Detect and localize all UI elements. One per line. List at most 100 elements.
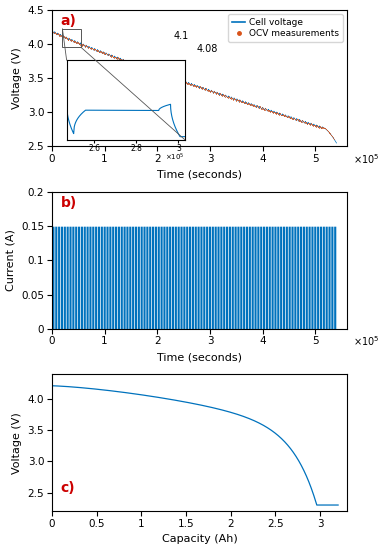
Point [287,114,293,123]
Point [196,84,202,92]
Point [75,39,82,47]
Point [305,118,311,127]
Point [208,86,214,95]
Point [325,128,331,136]
Point [247,100,253,109]
Point [165,73,171,81]
Point [190,81,196,90]
Point [180,76,186,85]
Point [303,118,310,127]
Point [243,97,249,106]
Point [82,42,88,51]
Point [79,40,85,49]
Point [267,107,273,116]
Point [268,106,275,115]
Point [80,40,86,49]
Point [174,74,180,83]
Point [154,68,160,76]
Point [316,123,322,132]
Point [135,60,141,69]
Point [157,69,163,78]
Point [281,112,288,121]
Point [230,95,236,104]
Point [83,41,89,50]
Point [214,88,221,97]
Point [151,67,157,75]
Point [102,50,108,59]
Point [182,78,189,86]
Point [258,103,264,112]
Point [289,113,295,122]
Point [138,62,144,71]
Point [124,57,130,65]
Point [124,57,130,66]
Point [206,86,213,95]
Point [165,72,171,81]
Point [245,100,251,108]
Point [221,91,227,100]
Point [221,91,227,100]
Point [75,37,81,46]
Point [242,98,248,107]
Point [204,85,210,94]
Point [122,57,128,66]
Point [158,69,164,78]
Point [157,69,164,78]
Point [174,75,180,84]
Point [177,75,184,84]
Point [231,94,237,103]
Point [170,74,176,82]
Point [78,40,84,48]
Point [107,52,114,60]
Point [125,58,131,67]
Point [329,132,335,141]
Point [196,83,202,92]
Point [213,89,219,98]
Point [53,29,59,38]
Point [280,109,286,118]
Point [90,45,96,54]
Point [270,109,276,118]
Point [204,86,211,95]
Point [288,112,294,121]
Point [74,37,80,46]
Point [317,122,323,131]
Point [236,96,242,105]
Point [313,122,320,130]
Point [169,73,175,82]
Point [264,106,270,115]
Point [156,69,162,78]
X-axis label: Time (seconds): Time (seconds) [157,352,242,362]
Point [70,36,76,45]
Point [213,89,219,97]
Point [97,48,103,57]
Point [259,104,265,113]
Point [209,87,215,96]
Point [269,107,275,116]
Point [261,104,267,113]
Point [150,67,156,75]
Point [159,70,165,79]
Point [144,65,150,74]
Point [134,60,141,69]
Point [144,65,151,74]
Point [321,123,327,132]
Point [64,34,70,42]
Point [301,118,307,127]
Point [295,116,301,125]
Point [318,123,324,131]
Point [308,119,314,128]
Point [271,107,278,116]
Point [143,63,149,72]
Point [93,46,99,54]
Point [147,65,153,74]
Point [239,96,246,105]
Point [268,106,274,115]
Point [67,36,74,45]
Point [151,68,157,77]
Point [233,96,239,105]
Point [204,86,210,95]
Point [169,73,176,82]
Point [233,95,239,104]
Point [293,116,299,124]
